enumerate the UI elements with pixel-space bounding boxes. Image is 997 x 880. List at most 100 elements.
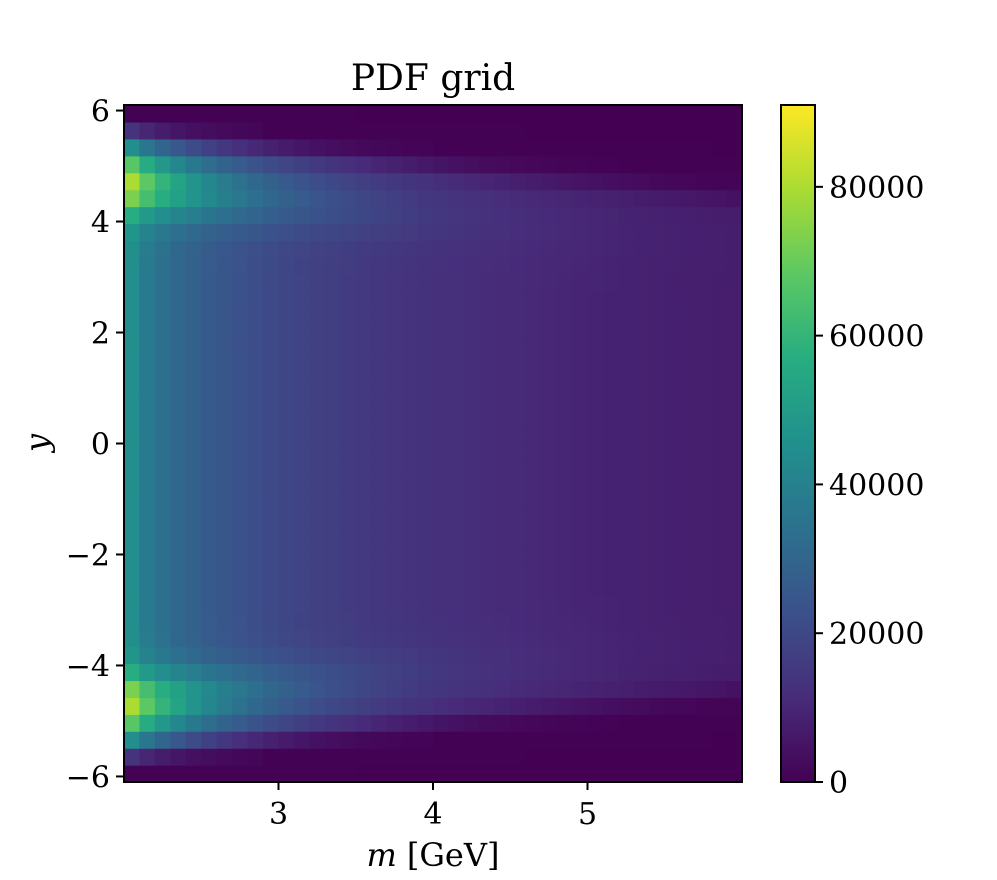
heatmap-cell bbox=[170, 511, 187, 529]
heatmap-cell bbox=[309, 731, 326, 749]
heatmap-cell bbox=[541, 595, 558, 614]
heatmap-cell bbox=[293, 155, 310, 174]
heatmap-cell bbox=[479, 561, 496, 580]
heatmap-cell bbox=[463, 105, 480, 123]
heatmap-cell bbox=[711, 595, 728, 614]
heatmap-cell bbox=[386, 731, 403, 749]
heatmap-cell bbox=[572, 561, 589, 580]
heatmap-cell bbox=[664, 308, 681, 326]
heatmap-cell bbox=[185, 409, 202, 428]
heatmap-cell bbox=[324, 240, 341, 258]
heatmap-cell bbox=[695, 595, 712, 614]
heatmap-cell bbox=[479, 714, 496, 732]
heatmap-cell bbox=[201, 511, 218, 529]
heatmap-cell bbox=[417, 172, 434, 191]
heatmap-cell bbox=[309, 308, 326, 326]
heatmap-cell bbox=[170, 341, 187, 360]
heatmap-cell bbox=[556, 223, 573, 241]
heatmap-cell bbox=[232, 105, 249, 123]
heatmap-cell bbox=[680, 409, 697, 428]
heatmap-cell bbox=[572, 663, 589, 682]
heatmap-cell bbox=[664, 511, 681, 529]
heatmap-cell bbox=[417, 765, 434, 783]
heatmap-cell bbox=[124, 612, 141, 631]
heatmap-cell bbox=[602, 748, 619, 766]
heatmap-cell bbox=[293, 477, 310, 495]
heatmap-cell bbox=[263, 765, 280, 783]
heatmap-cell bbox=[618, 460, 635, 478]
heatmap-cell bbox=[680, 257, 697, 275]
heatmap-cell bbox=[154, 155, 171, 174]
heatmap-cell bbox=[278, 680, 295, 698]
heatmap-cell bbox=[232, 477, 249, 495]
heatmap-cell bbox=[680, 189, 697, 208]
heatmap-cell bbox=[649, 341, 666, 360]
heatmap-cell bbox=[494, 680, 511, 698]
heatmap-cell bbox=[232, 494, 249, 512]
heatmap-cell bbox=[494, 561, 511, 580]
heatmap-cell bbox=[154, 341, 171, 360]
heatmap-cell bbox=[139, 714, 156, 732]
heatmap-cell bbox=[479, 121, 496, 140]
heatmap-cell bbox=[371, 392, 388, 411]
heatmap-cell bbox=[247, 426, 264, 445]
heatmap-cell bbox=[494, 105, 511, 123]
heatmap-cell bbox=[185, 172, 202, 191]
heatmap-cell bbox=[695, 680, 712, 698]
y-tick-label: 6 bbox=[91, 95, 110, 130]
heatmap-cell bbox=[633, 748, 650, 766]
heatmap-cell bbox=[402, 392, 419, 411]
heatmap-cell bbox=[556, 697, 573, 715]
heatmap-cell bbox=[541, 375, 558, 394]
heatmap-cell bbox=[556, 646, 573, 665]
heatmap-cell bbox=[525, 392, 542, 411]
heatmap-cell bbox=[371, 291, 388, 309]
heatmap-cell bbox=[649, 731, 666, 749]
heatmap-cell bbox=[695, 341, 712, 360]
heatmap-cell bbox=[633, 714, 650, 732]
heatmap-cell bbox=[371, 375, 388, 394]
heatmap-cell bbox=[602, 274, 619, 292]
y-tick-label: 2 bbox=[91, 317, 110, 352]
heatmap-cell bbox=[386, 257, 403, 275]
heatmap-cell bbox=[185, 341, 202, 360]
heatmap-cell bbox=[124, 646, 141, 665]
heatmap-cell bbox=[649, 172, 666, 191]
heatmap-cell bbox=[556, 680, 573, 698]
heatmap-cell bbox=[355, 629, 372, 648]
heatmap-cell bbox=[324, 257, 341, 275]
heatmap-cell bbox=[201, 578, 218, 597]
heatmap-cell bbox=[448, 731, 465, 749]
heatmap-cell bbox=[170, 308, 187, 326]
y-tick-label: 4 bbox=[91, 206, 110, 241]
heatmap-cell bbox=[618, 409, 635, 428]
heatmap-cell bbox=[494, 155, 511, 174]
heatmap-cell bbox=[602, 646, 619, 665]
heatmap-cell bbox=[618, 663, 635, 682]
heatmap-cell bbox=[293, 765, 310, 783]
heatmap-cell bbox=[726, 206, 743, 225]
heatmap-cell bbox=[309, 578, 326, 597]
heatmap-cell bbox=[232, 155, 249, 174]
heatmap-cell bbox=[386, 155, 403, 174]
heatmap-cell bbox=[139, 494, 156, 512]
heatmap-cell bbox=[695, 291, 712, 309]
heatmap-cell bbox=[525, 274, 542, 292]
heatmap-cell bbox=[201, 748, 218, 766]
heatmap-cell bbox=[278, 561, 295, 580]
heatmap-cell bbox=[402, 105, 419, 123]
heatmap-cell bbox=[433, 477, 450, 495]
heatmap-cell bbox=[309, 460, 326, 478]
heatmap-cell bbox=[494, 308, 511, 326]
heatmap-cell bbox=[201, 223, 218, 241]
heatmap-cell bbox=[139, 748, 156, 766]
heatmap-cell bbox=[587, 325, 604, 343]
heatmap-cell bbox=[664, 731, 681, 749]
heatmap-cell bbox=[618, 155, 635, 174]
heatmap-cell bbox=[711, 680, 728, 698]
heatmap-cell bbox=[324, 291, 341, 309]
heatmap-cell bbox=[324, 494, 341, 512]
heatmap-cell bbox=[618, 477, 635, 495]
heatmap-cell bbox=[293, 460, 310, 478]
heatmap-cell bbox=[324, 646, 341, 665]
